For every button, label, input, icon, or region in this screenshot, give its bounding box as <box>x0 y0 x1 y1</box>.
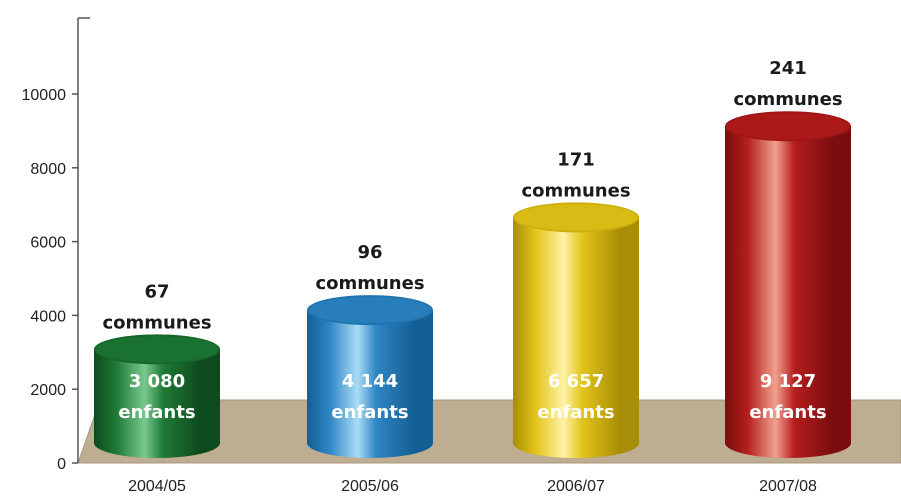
bar-top-count: 171 <box>557 149 595 170</box>
y-tick-label: 8000 <box>30 161 66 178</box>
x-category-label: 2004/05 <box>128 478 186 495</box>
bar-value-label: 4 144 <box>342 371 398 392</box>
bars-layer <box>94 111 851 459</box>
x-category-label: 2006/07 <box>547 478 605 495</box>
bar-2006/07 <box>513 202 639 458</box>
bar-top-shine <box>309 297 431 324</box>
bar-top-shine <box>515 204 637 231</box>
bar-body <box>725 126 851 459</box>
bar-value-label: 3 080 <box>129 371 185 392</box>
y-tick-label: 10000 <box>22 87 67 104</box>
bar-top-count: 96 <box>357 242 382 263</box>
bar-2004/05 <box>94 334 220 458</box>
bar-top-unit: communes <box>315 273 424 294</box>
bar-value-unit: enfants <box>749 402 826 423</box>
y-tick-label: 2000 <box>30 382 66 399</box>
bar-top-shine <box>96 336 218 363</box>
bar-value-unit: enfants <box>118 402 195 423</box>
bar-top-shine <box>727 113 849 140</box>
bar-top-count: 67 <box>144 281 169 302</box>
y-tick-label: 0 <box>57 456 66 473</box>
bar-value-unit: enfants <box>331 402 408 423</box>
bar-top-unit: communes <box>733 89 842 110</box>
bar-value-label: 6 657 <box>548 371 604 392</box>
x-category-label: 2007/08 <box>759 478 817 495</box>
bar-value-unit: enfants <box>537 402 614 423</box>
y-tick-label: 6000 <box>30 235 66 252</box>
bar-2007/08 <box>725 111 851 459</box>
y-tick-label: 4000 <box>30 308 66 325</box>
x-category-label: 2005/06 <box>341 478 399 495</box>
bar-2005/06 <box>307 295 433 458</box>
y-axis: 0 2000 4000 6000 8000 10000 <box>22 17 90 473</box>
bar-top-unit: communes <box>102 312 211 333</box>
labels-layer: 3 080 enfants 67 communes 2004/05 4 144 enfant… <box>102 58 842 495</box>
bar-body <box>307 310 433 458</box>
bar-top-count: 241 <box>769 58 807 79</box>
bar-body <box>94 349 220 458</box>
bar-body <box>513 217 639 458</box>
bar-value-label: 9 127 <box>760 371 816 392</box>
bar-top-unit: communes <box>521 180 630 201</box>
